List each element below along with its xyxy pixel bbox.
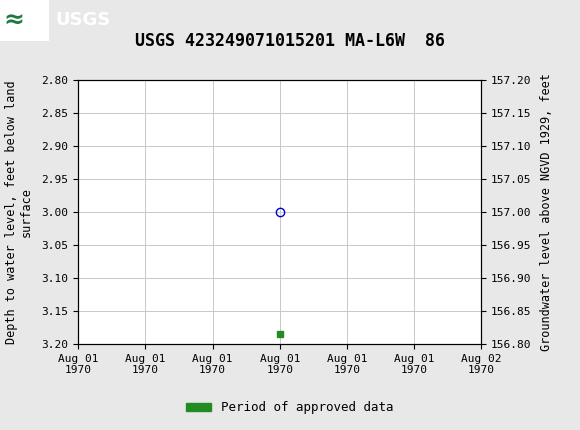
Text: ≈: ≈ <box>3 9 24 32</box>
Bar <box>0 0 49 41</box>
Y-axis label: Groundwater level above NGVD 1929, feet: Groundwater level above NGVD 1929, feet <box>540 73 553 351</box>
Y-axis label: Depth to water level, feet below land
surface: Depth to water level, feet below land su… <box>5 80 33 344</box>
Text: USGS 423249071015201 MA-L6W  86: USGS 423249071015201 MA-L6W 86 <box>135 32 445 50</box>
Legend: Period of approved data: Period of approved data <box>181 396 399 419</box>
Text: USGS: USGS <box>55 12 110 29</box>
